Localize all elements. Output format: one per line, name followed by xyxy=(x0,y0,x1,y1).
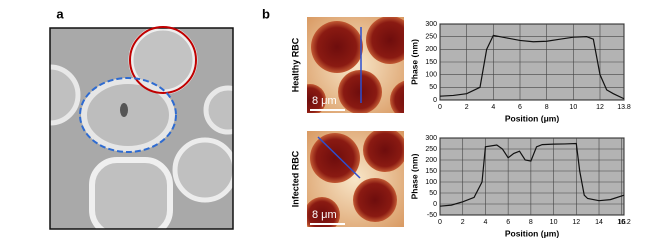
y-tick-label: 200 xyxy=(425,157,437,164)
y-tick-label: 150 xyxy=(425,59,437,66)
x-tick-label: 16.2 xyxy=(617,219,631,226)
x-tick-label: 6 xyxy=(506,219,510,226)
healthy-image xyxy=(307,17,404,113)
x-tick-label: 13.8 xyxy=(617,104,631,111)
scale-label: 8 μm xyxy=(312,95,337,107)
y-tick-label: 200 xyxy=(425,46,437,53)
x-tick-label: 4 xyxy=(491,104,495,111)
y-tick-label: 50 xyxy=(429,190,437,197)
x-axis-label: Position (μm) xyxy=(505,113,559,123)
x-tick-label: 6 xyxy=(518,104,522,111)
x-tick-label: 10 xyxy=(550,219,558,226)
profile-line xyxy=(439,34,625,100)
x-tick-label: 12 xyxy=(572,219,580,226)
panel-label: b xyxy=(262,6,270,21)
x-tick-label: 2 xyxy=(465,104,469,111)
y-tick-label: 0 xyxy=(433,201,437,208)
figure: a b Healthy RBC 8 μm Infected RBC 8 μm 0 50 10… xyxy=(49,6,631,238)
y-tick-label: -50 xyxy=(427,212,437,219)
row-label: Infected RBC xyxy=(290,150,300,207)
x-tick-label: 8 xyxy=(545,104,549,111)
y-tick-label: 300 xyxy=(425,135,437,142)
y-tick-label: 250 xyxy=(425,146,437,153)
x-tick-label: 12 xyxy=(596,104,604,111)
y-axis-label: Phase (nm) xyxy=(409,153,419,199)
panel-label: a xyxy=(56,6,64,21)
x-tick-label: 16 xyxy=(618,219,626,226)
x-tick-label: 8 xyxy=(529,219,533,226)
x-tick-label: 0 xyxy=(438,219,442,226)
highlight-ellipse xyxy=(79,77,177,153)
y-tick-label: 300 xyxy=(425,21,437,28)
y-tick-label: 100 xyxy=(425,72,437,79)
highlight-circle xyxy=(129,26,197,94)
x-axis-label: Position (μm) xyxy=(505,228,559,238)
row-label: Healthy RBC xyxy=(290,37,300,92)
y-tick-label: 0 xyxy=(433,97,437,104)
y-tick-label: 50 xyxy=(429,84,437,91)
scale-label: 8 μm xyxy=(312,209,337,221)
plot-area xyxy=(439,137,625,216)
x-tick-label: 4 xyxy=(483,219,487,226)
x-tick-label: 0 xyxy=(438,104,442,111)
y-tick-label: 150 xyxy=(425,168,437,175)
profile-line xyxy=(439,142,625,207)
x-tick-label: 10 xyxy=(569,104,577,111)
microscopy-image xyxy=(50,28,233,229)
infected-image xyxy=(307,131,404,227)
x-tick-label: 2 xyxy=(461,219,465,226)
x-tick-label: 14 xyxy=(595,219,603,226)
y-axis-label: Phase (nm) xyxy=(409,39,419,85)
y-tick-label: 100 xyxy=(425,179,437,186)
y-tick-label: 250 xyxy=(425,34,437,41)
